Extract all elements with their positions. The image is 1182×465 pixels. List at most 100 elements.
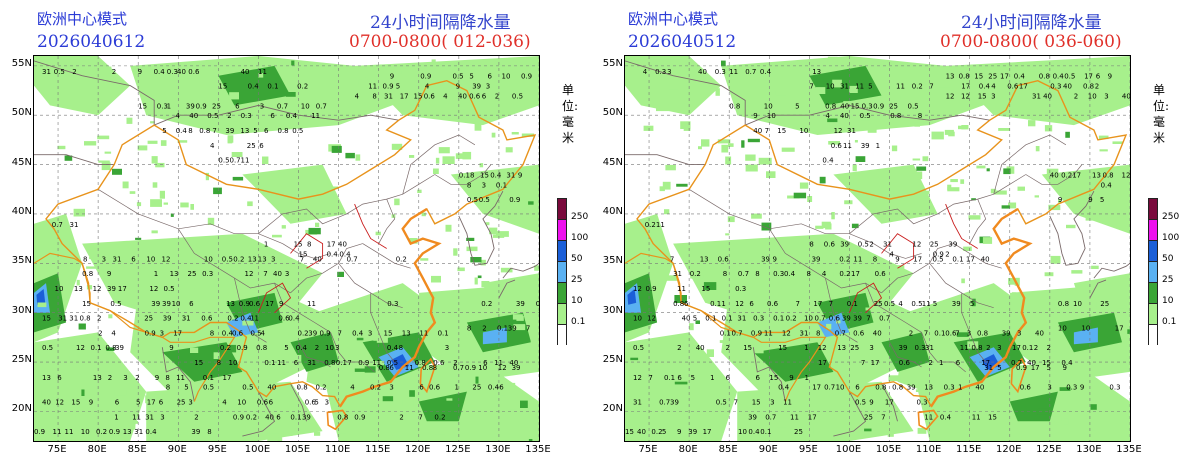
rain-speckle [703,282,717,290]
station-value: 9 [155,374,159,382]
station-value: 0.8 [256,344,267,352]
station-value: 0.5 [512,93,523,101]
rain-speckle [632,415,644,423]
rain-speckle [364,438,368,441]
station-value: 17 [1031,364,1040,372]
rain-speckle [958,125,966,130]
rain-speckle [73,208,85,217]
station-value: 13 [258,255,267,263]
rain-speckle [990,188,997,194]
station-value: 40 [1043,93,1052,101]
station-value: 5 [314,399,318,407]
station-value: 0.5 [855,399,866,407]
station-value: 0.5 [933,255,944,263]
border-region [848,282,883,314]
station-value: 31 [134,428,143,436]
border-province-inner [234,278,267,343]
rain-speckle [76,279,80,286]
rain-speckle [1046,168,1059,176]
station-value: 12 [633,285,642,293]
station-value: 17 [812,384,821,392]
rain-speckle [761,374,769,378]
rain-speckle [534,187,539,194]
longitude-label: 125E [1036,444,1062,455]
rain-speckle [659,186,665,192]
border-foreign [502,262,539,279]
rain-speckle [181,75,193,78]
station-value: 40 [265,413,274,421]
station-value: 10 [237,399,246,407]
station-value: 12 [782,329,791,337]
station-value: 15 [218,83,227,91]
station-value: 31 [673,270,682,278]
station-value: 0.3 [167,68,178,76]
rain-speckle [1047,344,1058,352]
station-value: 5 [284,344,288,352]
rain-speckle [137,145,148,151]
station-value: 4 [643,68,648,76]
station-value: 0.8 [82,270,93,278]
station-value: 6 [57,374,62,382]
rain-speckle [698,146,702,150]
rain-speckle [233,121,239,126]
rain-speckle [114,389,127,396]
valid-period: 0700-0800( 012-036) [349,32,531,52]
rain-speckle [308,227,321,235]
station-value: 0.4 [327,250,339,258]
border-province-inner [953,243,1002,269]
station-value: 0.8 [1039,73,1050,81]
station-value: 0.6 [278,315,290,323]
rain-speckle [446,398,453,401]
rain-area-storm [36,289,46,305]
station-value: 15 [778,344,787,352]
station-value: 5 [1100,196,1104,204]
station-value: 1 [114,413,118,421]
station-value: 17 [327,241,336,249]
rain-speckle [836,320,841,324]
station-value: 13 [170,270,179,278]
station-value: 1 [876,142,880,150]
precipitation-map: 31 0.5 2 2 9 0.4 0.3 40 0.6 40 11 15 0.4 0.1 0.2 11 0.9 5… [33,55,540,442]
rain-speckle [463,98,475,106]
station-value: 0.9 [109,428,120,436]
rain-speckle [171,71,179,75]
station-value: 31 [883,241,892,249]
legend-swatch [557,240,567,261]
station-value: 10 [836,384,845,392]
station-value: 0.2 [227,315,238,323]
station-value: 5 [868,83,872,91]
rain-speckle [967,341,979,349]
latitude-label: 55N [11,57,32,69]
rain-speckle [97,135,110,140]
longitude-label: 115E [955,444,982,455]
rain-speckle [190,204,194,210]
rain-speckle [277,437,283,441]
station-value: 0.3 [944,384,955,392]
station-value: 0.9 [521,73,532,81]
station-value: 39 [748,413,757,421]
rain-speckle [1008,278,1016,285]
longitude-label: 100E [244,444,271,455]
latitude-label: 30N [11,304,32,316]
rain-speckle [1067,411,1076,416]
station-value: 13 [74,285,83,293]
rain-speckle [971,198,976,201]
legend-swatch-none [557,324,567,345]
station-value: 0.3 [1066,384,1077,392]
rain-speckle [972,298,976,307]
station-value: 11 [132,413,141,421]
station-value: 17 [851,270,860,278]
station-value: 0.1 [664,374,675,382]
station-value: 0.7 [52,221,63,229]
rain-area-heavy [817,312,850,338]
rain-speckle [690,433,696,441]
station-value: 0.8 [1083,83,1094,91]
rain-speckle [366,412,370,418]
station-value: 0.1 [496,181,507,189]
station-value: 2 [909,329,913,337]
station-value: 31 [633,399,642,407]
station-value: 0.5 [207,112,218,120]
rain-speckle [910,116,923,123]
rain-speckle [662,181,671,190]
map-canvas: 4 0.3 3 40 0.3 11 0.7 0.4 137 10 31 11 5 11 0.2 7 17 0.4 4… [625,56,1130,441]
